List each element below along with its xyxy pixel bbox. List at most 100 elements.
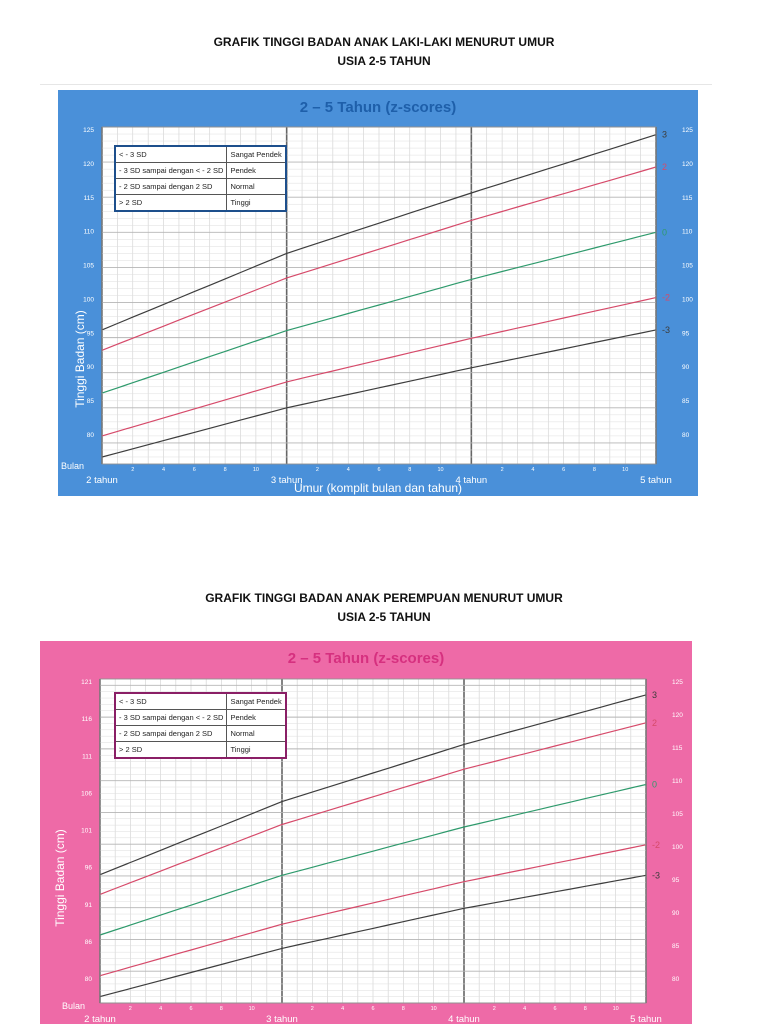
zscore-line-2 (99, 722, 647, 895)
x-year-label: 5 tahun (640, 475, 672, 486)
legend-row: > 2 SD Tinggi (114, 194, 287, 212)
y-tick-label: 105 (672, 811, 683, 818)
legend-range: < - 3 SD (114, 692, 228, 710)
legend-range: - 2 SD sampai dengan 2 SD (114, 725, 228, 742)
x-month-label: 10 (249, 1006, 255, 1012)
x-month-label: 6 (553, 1006, 556, 1012)
legend-row: - 3 SD sampai dengan < - 2 SD Pendek (114, 162, 287, 179)
zscore-label: -3 (662, 325, 670, 335)
boy-chart-subheading: USIA 2-5 TAHUN (337, 54, 431, 68)
x-month-label: 4 (162, 467, 165, 473)
legend-category: Normal (226, 725, 287, 742)
zscore-line-3 (101, 134, 657, 331)
x-year-label: 3 tahun (266, 1014, 298, 1024)
x-month-label: 8 (220, 1006, 223, 1012)
x-month-label: 8 (593, 467, 596, 473)
zscore-line--3 (99, 874, 647, 998)
legend-range: - 3 SD sampai dengan < - 2 SD (114, 162, 228, 179)
zscore-line-0 (101, 231, 657, 394)
girl-chart-panel: 2 – 5 Tahun (z-scores) 121 116 111 106 101 96… (40, 641, 692, 1024)
divider (40, 84, 712, 85)
x-year-label: 3 tahun (271, 475, 303, 486)
y-tick-label: 106 (81, 790, 92, 797)
y-tick-label: 90 (682, 364, 690, 371)
x-month-label: 10 (431, 1006, 437, 1012)
legend-row: - 2 SD sampai dengan 2 SD Normal (114, 725, 287, 742)
x-month-label: 8 (224, 467, 227, 473)
legend-category: Tinggi (226, 194, 287, 212)
y-tick-label: 100 (682, 296, 693, 303)
x-axis-title: Umur (komplit bulan dan tahun) (293, 481, 463, 495)
zscore-label: 0 (662, 227, 667, 237)
x-month-label: 2 (129, 1006, 132, 1012)
y-tick-label: 121 (81, 679, 92, 686)
boy-chart-panel: 2 – 5 Tahun (z-scores) 125 120 115 110 105 10… (58, 90, 698, 496)
legend-range: < - 3 SD (114, 145, 228, 163)
x-month-label: 8 (584, 1006, 587, 1012)
zscore-label: -2 (652, 840, 660, 850)
x-month-label: 8 (408, 467, 411, 473)
zscore-label: -2 (662, 293, 670, 303)
y-tick-label: 100 (672, 844, 683, 851)
x-month-label: 2 (493, 1006, 496, 1012)
chart-title: 2 – 5 Tahun (z-scores) (287, 650, 445, 667)
y-tick-label: 95 (672, 877, 680, 884)
legend-category: Tinggi (226, 741, 287, 759)
y-tick-label: 115 (84, 195, 95, 202)
x-month-label: 4 (159, 1006, 162, 1012)
zscore-line-0 (99, 783, 647, 936)
y-tick-label: 115 (672, 745, 683, 752)
x-month-label: 6 (562, 467, 565, 473)
y-tick-label: 125 (672, 679, 683, 686)
legend-range: > 2 SD (114, 741, 228, 759)
legend-category: Pendek (226, 709, 287, 726)
y-tick-label: 90 (672, 910, 680, 917)
y-tick-label: 86 (85, 939, 93, 946)
zscore-legend: < - 3 SD Sangat Pendek - 3 SD sampai deng… (114, 145, 287, 212)
y-axis-title: Tinggi Badan (cm) (53, 829, 67, 927)
y-tick-label: 120 (83, 161, 94, 168)
y-tick-label: 110 (84, 229, 95, 236)
girl-chart-heading: GRAFIK TINGGI BADAN ANAK PEREMPUAN MENUR… (205, 591, 563, 605)
legend-category: Normal (226, 178, 287, 195)
y-tick-label: 110 (672, 778, 683, 785)
zscore-line--3 (101, 329, 657, 458)
x-month-label: 2 (131, 467, 134, 473)
x-year-label: 4 tahun (448, 1014, 480, 1024)
y-tick-label: 120 (682, 161, 693, 168)
x-month-label: 4 (531, 467, 534, 473)
legend-category: Pendek (226, 162, 287, 179)
legend-row: < - 3 SD Sangat Pendek (114, 145, 287, 163)
x-month-label: 10 (622, 467, 628, 473)
x-month-label: 6 (193, 467, 196, 473)
x-year-label: 2 tahun (84, 1014, 116, 1024)
chart-title: 2 – 5 Tahun (z-scores) (299, 99, 457, 116)
y-tick-label: 90 (87, 364, 95, 371)
girl-chart-subheading: USIA 2-5 TAHUN (337, 610, 431, 624)
legend-category: Sangat Pendek (226, 692, 287, 710)
y-tick-label: 85 (87, 398, 95, 405)
legend-row: - 2 SD sampai dengan 2 SD Normal (114, 178, 287, 195)
x-month-label: 8 (402, 1006, 405, 1012)
zscore-label: 2 (652, 718, 657, 728)
y-tick-label: 101 (81, 828, 92, 835)
zscore-legend: < - 3 SD Sangat Pendek - 3 SD sampai deng… (114, 692, 287, 759)
y-tick-label: 120 (672, 712, 683, 719)
legend-category: Sangat Pendek (226, 145, 287, 163)
y-tick-label: 115 (682, 195, 693, 202)
y-tick-label: 110 (682, 229, 693, 236)
y-tick-label: 91 (85, 902, 93, 909)
x-month-label: 6 (377, 467, 380, 473)
y-tick-label: 85 (672, 943, 680, 950)
x-month-label: 6 (189, 1006, 192, 1012)
x-month-label: 4 (341, 1006, 344, 1012)
zscore-label: 3 (652, 690, 657, 700)
y-tick-label: 116 (82, 716, 93, 723)
x-month-label: 2 (311, 1006, 314, 1012)
legend-row: < - 3 SD Sangat Pendek (114, 692, 287, 710)
legend-range: > 2 SD (114, 194, 228, 212)
y-tick-label: 125 (83, 127, 94, 134)
x-month-label: 2 (316, 467, 319, 473)
zscore-label: -3 (652, 870, 660, 880)
x-year-label: 5 tahun (630, 1014, 662, 1024)
